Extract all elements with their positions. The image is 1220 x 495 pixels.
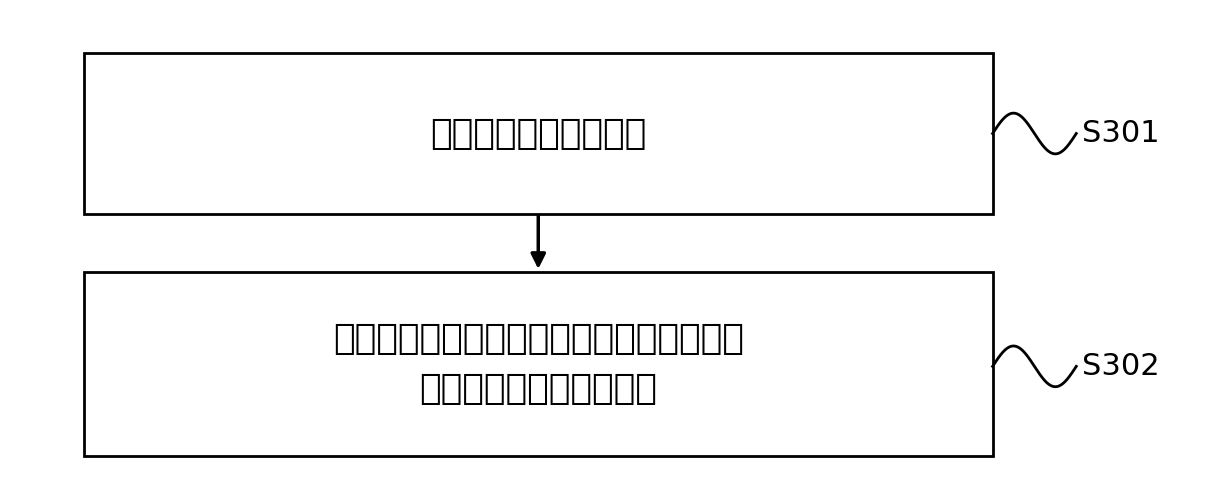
Text: S301: S301	[1082, 119, 1160, 148]
FancyBboxPatch shape	[84, 53, 993, 213]
Text: 判断是否闭合电子开关: 判断是否闭合电子开关	[431, 116, 647, 150]
Text: 如果判断出闭合电子开关，控制电子开关闭
合以导通变压器合环电路: 如果判断出闭合电子开关，控制电子开关闭 合以导通变压器合环电路	[333, 322, 744, 406]
FancyBboxPatch shape	[84, 272, 993, 456]
Text: S302: S302	[1082, 352, 1160, 381]
